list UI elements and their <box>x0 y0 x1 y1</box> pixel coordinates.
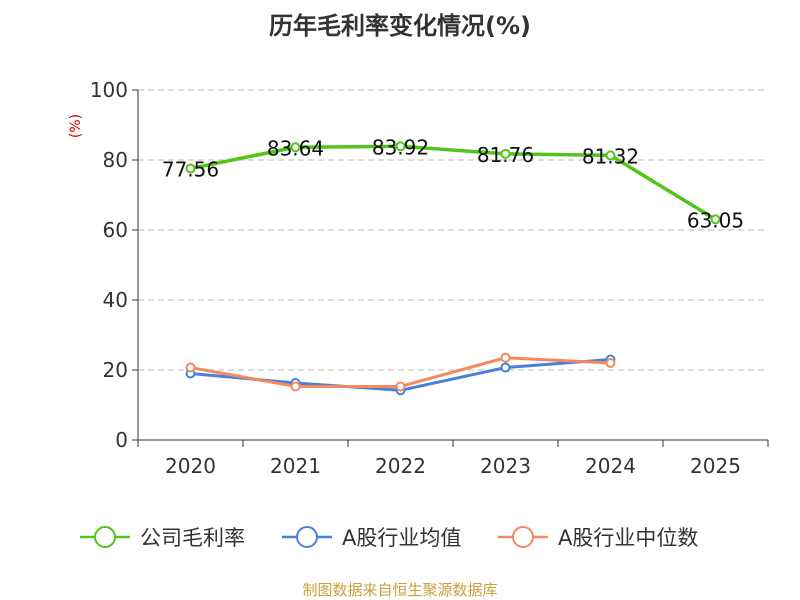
y-tick-label: 0 <box>115 428 128 452</box>
data-point <box>605 358 616 368</box>
x-tick-label: 2024 <box>585 454 636 478</box>
data-label: 81.76 <box>477 143 534 167</box>
x-tick-label: 2022 <box>375 454 426 478</box>
legend-marker <box>94 526 116 548</box>
gridlines <box>138 89 768 371</box>
data-label: 77.56 <box>162 158 219 182</box>
legend: 公司毛利率 A股行业均值 A股行业中位数 <box>80 526 698 550</box>
data-point <box>290 381 301 392</box>
y-axis-label: (%) <box>68 114 84 138</box>
legend-marker <box>512 526 534 548</box>
x-tick-label: 2025 <box>690 454 741 478</box>
data-label: 83.92 <box>372 135 429 159</box>
axes: 0 20 40 60 80 100 2020 2021 2022 2023 2024 2025 <box>90 78 769 478</box>
x-tick-label: 2021 <box>270 454 321 478</box>
data-label: 83.64 <box>267 136 324 160</box>
y-tick-label: 100 <box>90 78 128 102</box>
data-point <box>395 141 406 152</box>
y-tick-label: 80 <box>103 148 128 172</box>
data-point <box>395 381 406 392</box>
series-line <box>188 144 718 222</box>
legend-label: A股行业均值 <box>342 526 461 550</box>
legend-marker <box>296 526 318 548</box>
x-tick-label: 2023 <box>480 454 531 478</box>
y-tick-label: 60 <box>103 218 128 242</box>
y-tick-label: 40 <box>103 288 128 312</box>
data-point <box>500 352 511 363</box>
series-group: 77.56 83.64 83.92 81.76 81.32 63.05 <box>162 135 744 396</box>
data-point <box>500 362 511 373</box>
data-point <box>605 150 616 161</box>
source-note: 制图数据来自恒生聚源数据库 <box>302 581 497 599</box>
legend-label: A股行业中位数 <box>558 526 698 550</box>
data-point <box>290 142 301 153</box>
chart-title: 历年毛利率变化情况(%) <box>269 12 531 40</box>
data-label: 81.32 <box>582 144 639 168</box>
data-point <box>710 214 721 225</box>
data-point <box>185 362 196 373</box>
data-label: 63.05 <box>687 208 744 232</box>
data-point <box>500 148 511 159</box>
data-point <box>185 163 196 174</box>
legend-label: 公司毛利率 <box>140 526 245 550</box>
y-tick-label: 20 <box>103 358 128 382</box>
x-tick-label: 2020 <box>165 454 216 478</box>
